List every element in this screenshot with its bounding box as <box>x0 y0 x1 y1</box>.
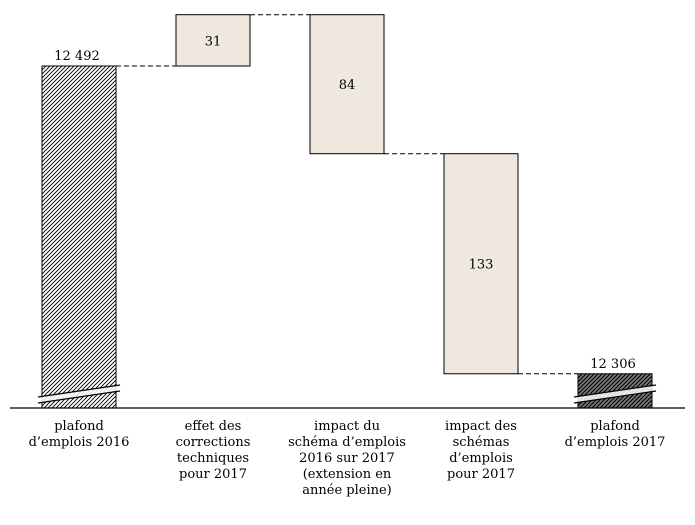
category-label-3-line-4: (extension en <box>303 467 392 482</box>
break-line-5-1 <box>573 384 657 398</box>
break-gap-1 <box>38 385 120 403</box>
bar-4 <box>443 153 519 375</box>
break-line-1-1 <box>37 384 121 398</box>
category-label-4-line-3: d’emplois <box>449 451 513 466</box>
bar-3 <box>309 14 385 155</box>
category-label-5-line-1: plafond <box>590 419 640 434</box>
break-gap-5 <box>574 385 656 403</box>
category-label-2-line-4: pour 2017 <box>179 467 247 482</box>
connector-lines <box>116 14 578 375</box>
category-label-4-line-2: schémas <box>453 435 510 450</box>
bar-2 <box>175 14 251 67</box>
category-label-3-line-3: 2016 sur 2017 <box>299 451 395 466</box>
category-label-1-line-1: plafond <box>54 419 104 434</box>
break-line-1-2 <box>37 390 121 404</box>
break-line-5-2 <box>573 390 657 404</box>
category-label-1-line-2: d’emplois 2016 <box>29 435 130 450</box>
category-label-2-line-2: corrections <box>176 435 251 450</box>
category-label-5-line-2: d’emplois 2017 <box>565 435 666 450</box>
value-label-1: 12 492 <box>54 49 100 64</box>
category-label-2-line-1: effet des <box>185 419 242 434</box>
value-label-3: 84 <box>339 78 356 93</box>
category-label-4-line-1: impact des <box>445 419 517 434</box>
value-labels-group: 12 492 31 84 133 12 306 <box>54 34 636 371</box>
value-label-4: 133 <box>469 258 494 273</box>
value-label-5: 12 306 <box>590 357 636 372</box>
category-label-4-line-4: pour 2017 <box>447 467 515 482</box>
bars-group <box>41 14 653 409</box>
category-label-3-line-2: schéma d’emplois <box>288 435 406 450</box>
category-label-2-line-3: techniques <box>177 451 249 466</box>
axis-break-marks <box>37 384 657 404</box>
bar-1 <box>41 65 117 409</box>
value-label-2: 31 <box>205 34 222 49</box>
category-label-3-line-1: impact du <box>314 419 380 434</box>
category-label-3-line-5: année pleine) <box>302 483 391 498</box>
